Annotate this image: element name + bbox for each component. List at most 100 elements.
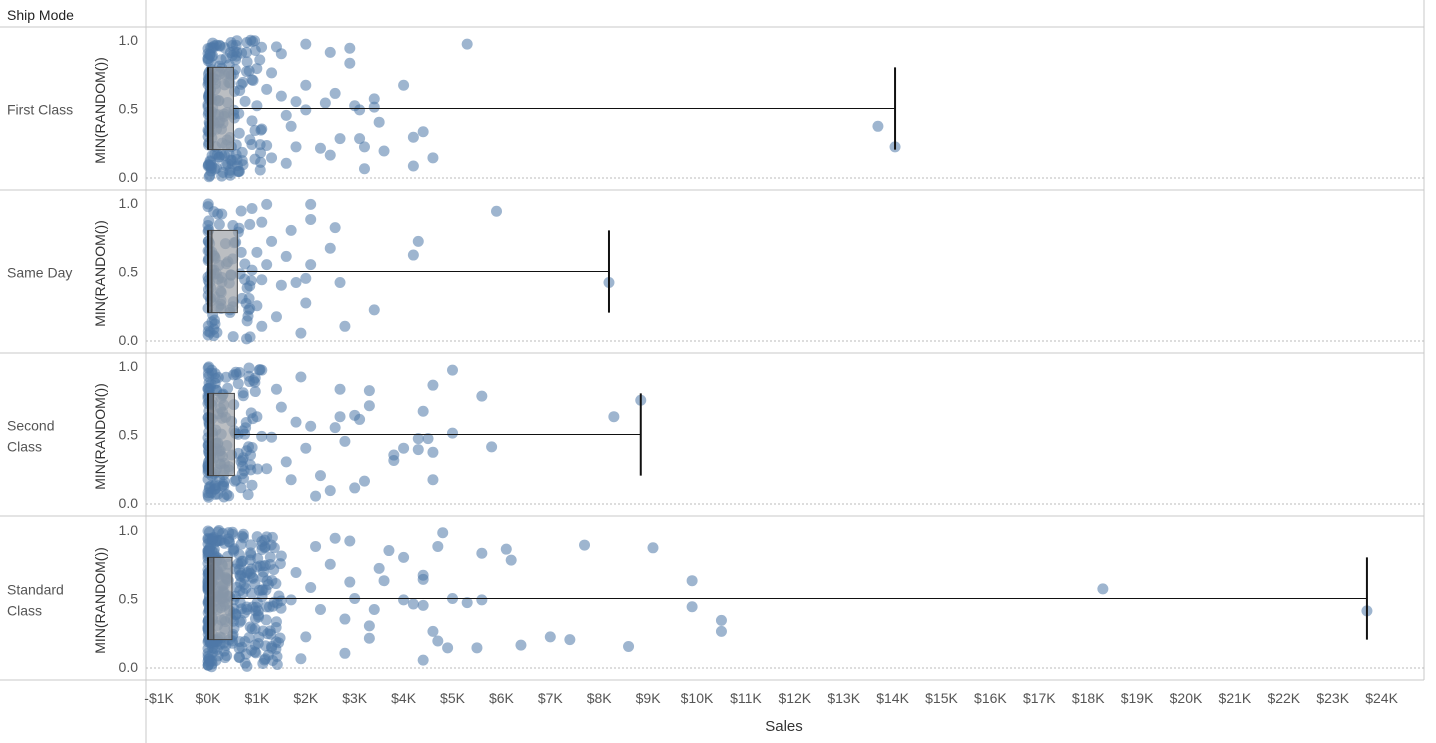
data-point: [715, 614, 727, 626]
x-tick-label: -$1K: [144, 690, 174, 706]
data-point: [233, 165, 245, 177]
data-point: [491, 205, 503, 217]
data-point: [686, 575, 698, 587]
box-upper: [211, 229, 238, 314]
data-point: [476, 547, 488, 559]
data-point: [212, 372, 224, 384]
data-point: [872, 120, 884, 132]
data-point: [202, 546, 214, 558]
data-point: [256, 216, 268, 228]
data-point: [339, 613, 351, 625]
data-point: [363, 632, 375, 644]
x-tick-label: $21K: [1219, 690, 1252, 706]
data-point: [216, 208, 228, 220]
data-point: [339, 435, 351, 447]
data-point: [686, 601, 698, 613]
data-point: [244, 218, 256, 230]
data-point: [222, 382, 234, 394]
data-point: [354, 133, 366, 145]
data-point: [249, 613, 261, 625]
data-point: [324, 149, 336, 161]
data-point: [398, 442, 410, 454]
data-point: [476, 390, 488, 402]
data-point: [290, 141, 302, 153]
x-tick-label: $12K: [778, 690, 811, 706]
data-point: [447, 364, 458, 376]
data-point: [246, 202, 258, 214]
y-tick-label: 0.5: [119, 427, 139, 443]
y-axis-label: MIN(RANDOM()): [92, 220, 108, 327]
data-point: [417, 599, 429, 611]
data-point: [300, 297, 312, 309]
data-point: [249, 646, 261, 658]
y-tick-label: 0.0: [119, 332, 139, 348]
data-point: [407, 598, 419, 610]
data-point: [228, 543, 240, 555]
data-point: [305, 582, 317, 594]
data-point: [239, 258, 251, 270]
data-point: [417, 573, 429, 585]
data-point: [329, 222, 341, 234]
data-point: [212, 650, 224, 662]
x-axis-label: Sales: [765, 718, 803, 735]
data-point: [261, 83, 273, 95]
data-point: [270, 41, 282, 53]
data-point: [221, 489, 233, 501]
x-tick-label: $4K: [391, 690, 417, 706]
data-point: [249, 44, 261, 56]
data-point: [261, 575, 273, 587]
data-point: [437, 527, 449, 539]
data-point: [579, 539, 591, 551]
data-point: [300, 38, 312, 50]
x-tick-label: $15K: [925, 690, 958, 706]
data-point: [564, 634, 576, 646]
data-point: [329, 422, 341, 434]
data-point: [398, 551, 410, 563]
data-point: [275, 550, 287, 562]
data-point: [255, 147, 267, 159]
data-point: [221, 650, 233, 662]
data-point: [500, 543, 512, 555]
data-point: [368, 93, 380, 105]
x-tick-label: $2K: [293, 690, 319, 706]
data-point: [285, 594, 297, 606]
row-label: First Class: [7, 102, 73, 118]
data-point: [205, 57, 217, 69]
data-point: [271, 659, 283, 671]
data-point: [261, 463, 273, 475]
data-point: [234, 569, 246, 581]
data-point: [290, 566, 302, 578]
data-point: [280, 250, 292, 262]
data-point: [1097, 583, 1109, 595]
data-point: [205, 162, 217, 174]
data-point: [447, 427, 458, 439]
data-point: [266, 431, 278, 443]
data-point: [300, 631, 312, 643]
data-point: [442, 642, 454, 654]
y-tick-label: 1.0: [119, 358, 139, 374]
data-point: [427, 446, 439, 458]
data-point: [427, 625, 439, 637]
data-point: [373, 116, 385, 128]
data-point: [417, 405, 429, 417]
data-point: [280, 157, 292, 169]
data-point: [241, 282, 253, 294]
data-point: [324, 485, 336, 497]
x-tick-label: $14K: [876, 690, 909, 706]
data-point: [471, 642, 483, 654]
data-point: [368, 101, 380, 113]
data-point: [241, 56, 253, 68]
data-point: [314, 470, 326, 482]
x-tick-label: $11K: [730, 690, 762, 706]
data-point: [270, 383, 282, 395]
data-point: [266, 152, 278, 164]
data-point: [238, 465, 250, 477]
data-point: [334, 383, 346, 395]
data-point: [261, 531, 273, 543]
data-point: [363, 400, 375, 412]
data-point: [715, 625, 727, 637]
data-point: [256, 274, 268, 286]
data-point: [305, 420, 317, 432]
data-point: [344, 42, 356, 54]
data-point: [261, 139, 273, 151]
